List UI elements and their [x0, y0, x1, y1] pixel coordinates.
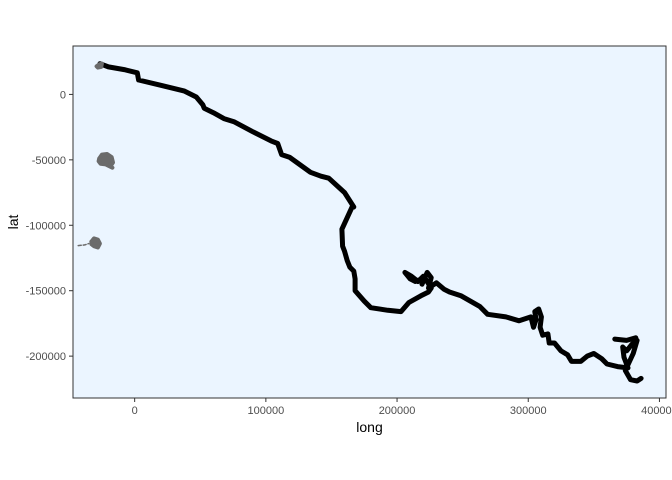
- plot-panel: [72, 45, 667, 399]
- main-track-line: [97, 61, 644, 384]
- y-tick-label: -50000: [32, 155, 66, 167]
- x-axis-title: long: [356, 419, 382, 435]
- x-tick-label: 0: [132, 405, 138, 417]
- island-south-line: [89, 236, 102, 250]
- tracks: [77, 61, 644, 384]
- y-axis-ticks: 0 -50000 -100000 -150000 -200000: [26, 89, 73, 363]
- x-tick-label: 300000: [510, 405, 547, 417]
- y-tick-label: -200000: [26, 351, 66, 363]
- y-tick-label: -100000: [26, 220, 66, 232]
- track-spur-line: [612, 335, 639, 343]
- y-tick-label: 0: [60, 89, 66, 101]
- x-tick-label: 200000: [379, 405, 416, 417]
- y-tick-label: -150000: [26, 286, 66, 298]
- island-north-line: [94, 61, 104, 70]
- y-axis-title: lat: [5, 215, 21, 230]
- island-middle-line: [96, 152, 115, 170]
- island-south-islet-line: [77, 242, 90, 247]
- x-tick-label: 100000: [247, 405, 284, 417]
